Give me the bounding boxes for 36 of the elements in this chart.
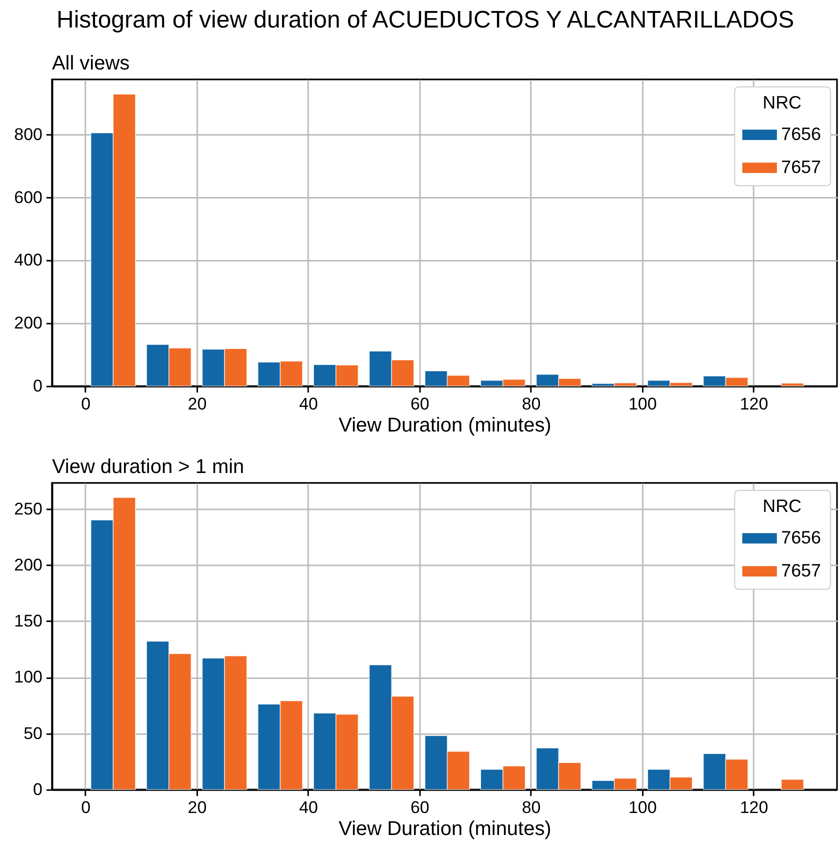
legend-title: NRC	[762, 92, 802, 112]
x-tick-label: 100	[628, 798, 657, 818]
x-tick-label: 0	[81, 798, 91, 818]
chart-subtitle: View duration > 1 min	[52, 456, 244, 478]
y-tick-label: 100	[14, 668, 42, 687]
chart-title: Histogram of view duration of ACUEDUCTOS Y ALCANTARILLADOS	[56, 6, 794, 34]
x-tick-label: 20	[188, 394, 207, 414]
chart-subtitle: All views	[52, 52, 130, 74]
x-tick-label: 0	[81, 394, 91, 414]
y-tick-label: 200	[14, 314, 42, 333]
x-tick-label: 60	[410, 394, 430, 414]
x-axis-title: View Duration (minutes)	[338, 818, 552, 840]
legend-label: 7657	[781, 156, 822, 177]
y-tick-label: 600	[14, 188, 42, 207]
y-tick-label: 400	[14, 250, 42, 270]
y-tick-label: 50	[24, 724, 42, 743]
x-tick-label: 20	[188, 798, 207, 818]
legend-label: 7656	[781, 527, 822, 548]
y-tick-label: 250	[14, 499, 42, 518]
x-axis-title: View Duration (minutes)	[338, 414, 552, 436]
x-tick-label: 80	[522, 394, 541, 414]
x-tick-label: 100	[628, 394, 657, 414]
legend-label: 7657	[781, 560, 822, 580]
x-tick-label: 60	[410, 798, 430, 818]
x-tick-label: 40	[299, 394, 318, 414]
y-tick-label: 0	[33, 376, 42, 396]
x-tick-label: 120	[740, 394, 768, 414]
x-tick-label: 40	[299, 798, 318, 818]
legend-title: NRC	[762, 496, 802, 516]
y-tick-label: 150	[14, 612, 42, 631]
y-tick-label: 0	[33, 780, 42, 800]
x-tick-label: 80	[522, 798, 541, 818]
y-tick-label: 200	[14, 555, 42, 574]
y-tick-label: 800	[14, 124, 42, 144]
x-tick-label: 120	[740, 798, 768, 818]
legend-label: 7656	[781, 124, 822, 144]
